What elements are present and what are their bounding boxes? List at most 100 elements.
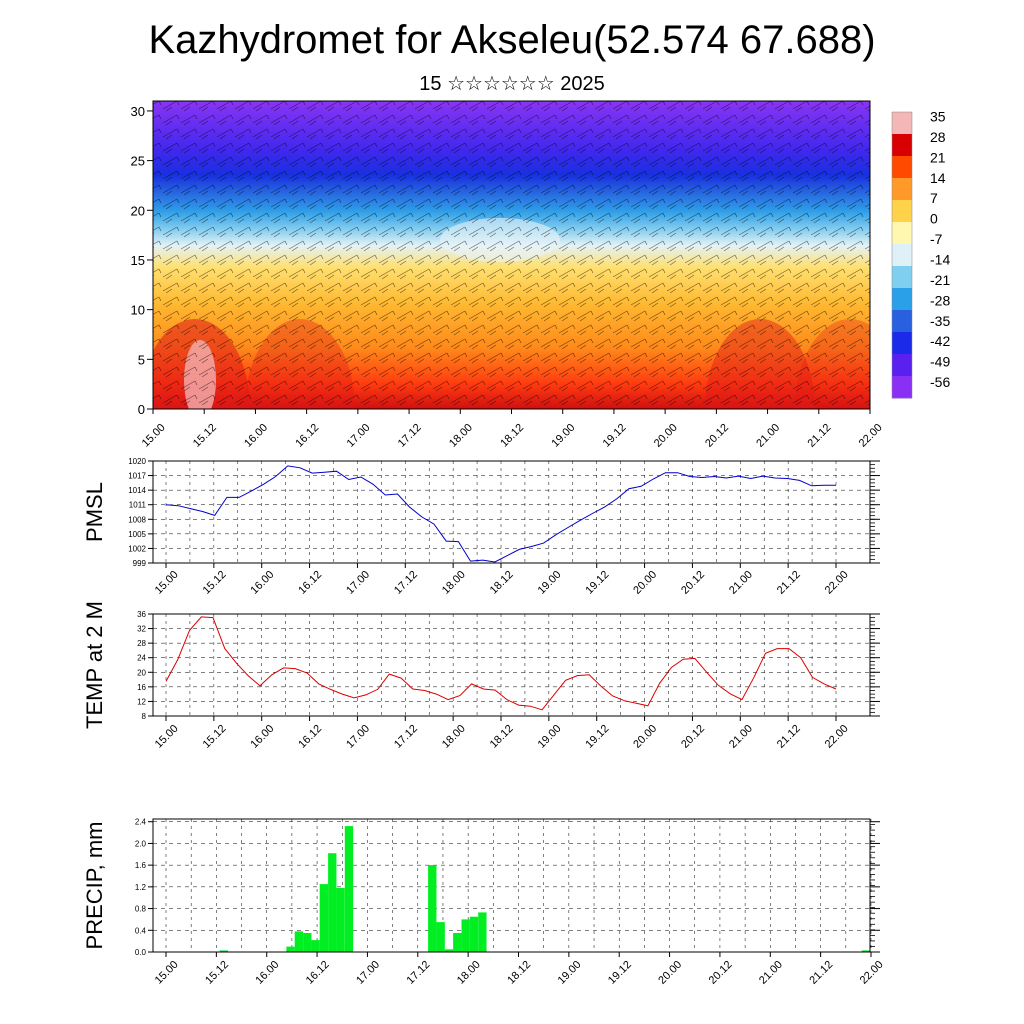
x-tick-label: 21.12 bbox=[807, 959, 835, 987]
colorbar-swatch bbox=[892, 376, 912, 399]
panel-frame bbox=[152, 818, 871, 953]
y-tick-label: 28 bbox=[137, 639, 146, 648]
precip-bar bbox=[303, 933, 312, 952]
x-tick-label: 15.00 bbox=[140, 422, 168, 450]
x-tick-label: 20.00 bbox=[631, 723, 659, 751]
y-tick-label: 20 bbox=[131, 203, 145, 218]
x-tick-label: 17.00 bbox=[354, 959, 382, 987]
precip-bar bbox=[444, 949, 454, 952]
x-tick-label: 15.12 bbox=[191, 422, 219, 450]
y-tick-label: 1011 bbox=[129, 501, 147, 510]
y-tick-label: 12 bbox=[137, 697, 146, 706]
x-tick-label: 21.00 bbox=[727, 723, 755, 751]
precip-bar bbox=[319, 884, 329, 952]
x-tick-label: 20.12 bbox=[703, 422, 731, 450]
y-tick-label: 0.8 bbox=[135, 905, 147, 914]
y-axis-title: TEMP at 2 M bbox=[82, 601, 107, 729]
precip-bar bbox=[328, 853, 337, 952]
y-tick-label: 1008 bbox=[128, 515, 146, 524]
x-tick-label: 21.12 bbox=[775, 723, 803, 751]
y-tick-label: 0.0 bbox=[135, 948, 147, 957]
y-tick-label: 10 bbox=[131, 303, 145, 318]
colorbar-swatch bbox=[892, 310, 912, 333]
colorbar-label: -21 bbox=[930, 272, 950, 288]
precip-bar bbox=[336, 887, 345, 952]
y-tick-label: 2.0 bbox=[135, 839, 147, 848]
colorbar-label: 35 bbox=[930, 109, 946, 125]
panel-frame bbox=[152, 460, 871, 564]
y-tick-label: 32 bbox=[137, 625, 146, 634]
x-tick-label: 15.00 bbox=[153, 569, 181, 597]
colorbar-label: 7 bbox=[930, 190, 938, 206]
x-tick-label: 17.00 bbox=[344, 569, 372, 597]
colorbar-frame bbox=[891, 111, 913, 399]
y-tick-label: 1020 bbox=[128, 457, 146, 466]
x-tick-label: 16.12 bbox=[304, 959, 332, 987]
y-axis-title: PRECIP, mm bbox=[82, 822, 107, 950]
colorbar-swatch bbox=[892, 200, 912, 223]
x-tick-label: 21.12 bbox=[806, 422, 834, 450]
x-tick-label: 18.00 bbox=[440, 569, 468, 597]
precip-bar bbox=[311, 940, 320, 952]
panel-frame bbox=[152, 613, 871, 717]
colorbar-label: 14 bbox=[930, 170, 946, 186]
colorbar-label: -28 bbox=[930, 292, 950, 308]
precip-bar bbox=[436, 922, 445, 952]
x-tick-label: 19.00 bbox=[549, 422, 577, 450]
colorbar-label: 28 bbox=[930, 129, 946, 145]
colorbar-swatch bbox=[892, 354, 912, 377]
x-tick-label: 19.00 bbox=[556, 959, 584, 987]
colorbar-swatch bbox=[892, 134, 912, 157]
x-tick-label: 18.00 bbox=[447, 422, 475, 450]
x-tick-label: 19.12 bbox=[583, 723, 611, 751]
colorbar-label: -14 bbox=[930, 252, 950, 268]
x-tick-label: 22.00 bbox=[823, 723, 851, 751]
colorbar-label: -7 bbox=[930, 231, 943, 247]
y-axis-title: PMSL bbox=[82, 482, 107, 542]
x-tick-label: 16.00 bbox=[248, 723, 276, 751]
precip-bar bbox=[286, 946, 295, 952]
x-tick-label: 20.12 bbox=[679, 569, 707, 597]
chart-title: Kazhydromet for Akseleu(52.574 67.688) bbox=[148, 18, 876, 62]
x-tick-label: 18.00 bbox=[440, 723, 468, 751]
y-tick-label: 2.4 bbox=[135, 818, 147, 827]
colorbar-label: 0 bbox=[930, 211, 938, 227]
precip-bar bbox=[861, 950, 871, 952]
precip-bar bbox=[344, 826, 354, 952]
y-tick-label: 8 bbox=[142, 712, 147, 721]
y-tick-label: 36 bbox=[137, 610, 146, 619]
colorbar-swatch bbox=[892, 222, 912, 245]
colorbar-label: 21 bbox=[930, 149, 946, 165]
x-tick-label: 20.12 bbox=[679, 723, 707, 751]
y-tick-label: 1.6 bbox=[135, 861, 147, 870]
x-tick-label: 17.12 bbox=[392, 723, 420, 751]
x-tick-label: 17.00 bbox=[345, 422, 373, 450]
colorbar-label: -49 bbox=[930, 354, 950, 370]
x-tick-label: 20.12 bbox=[707, 959, 735, 987]
x-tick-label: 18.00 bbox=[455, 959, 483, 987]
x-tick-label: 16.12 bbox=[296, 723, 324, 751]
colorbar: 35 28 21 14 7 0 -7 -14 -21 -28 -35 -42 -49 -56 bbox=[891, 109, 950, 399]
cross-section-panel: 0 5 10 15 20 25 30 15.00 15.12 16.00 16.12 17.00 17.… bbox=[131, 100, 885, 450]
x-tick-label: 18.12 bbox=[505, 959, 533, 987]
x-tick-label: 15.00 bbox=[153, 723, 181, 751]
colorbar-swatch bbox=[892, 156, 912, 179]
x-tick-label: 16.12 bbox=[293, 422, 321, 450]
x-tick-label: 19.00 bbox=[536, 723, 564, 751]
temperature-panel: 8 12 16 20 24 28 32 36 15.00 15.12 16.00 16.12 17.00… bbox=[82, 601, 880, 751]
x-tick-label: 18.12 bbox=[498, 422, 526, 450]
wind-barbs bbox=[153, 101, 870, 409]
colorbar-label: -42 bbox=[930, 333, 950, 349]
colorbar-label: -56 bbox=[930, 374, 950, 390]
colorbar-label: -35 bbox=[930, 313, 950, 329]
x-tick-label: 20.00 bbox=[656, 959, 684, 987]
xsec-field bbox=[153, 101, 870, 409]
x-tick-label: 16.00 bbox=[242, 422, 270, 450]
x-tick-label: 21.00 bbox=[727, 569, 755, 597]
y-tick-label: 16 bbox=[137, 683, 146, 692]
y-tick-label: 1014 bbox=[128, 486, 146, 495]
x-tick-label: 15.12 bbox=[201, 723, 229, 751]
x-tick-label: 15.12 bbox=[201, 569, 229, 597]
colorbar-swatch bbox=[892, 178, 912, 201]
x-tick-label: 19.12 bbox=[601, 422, 629, 450]
